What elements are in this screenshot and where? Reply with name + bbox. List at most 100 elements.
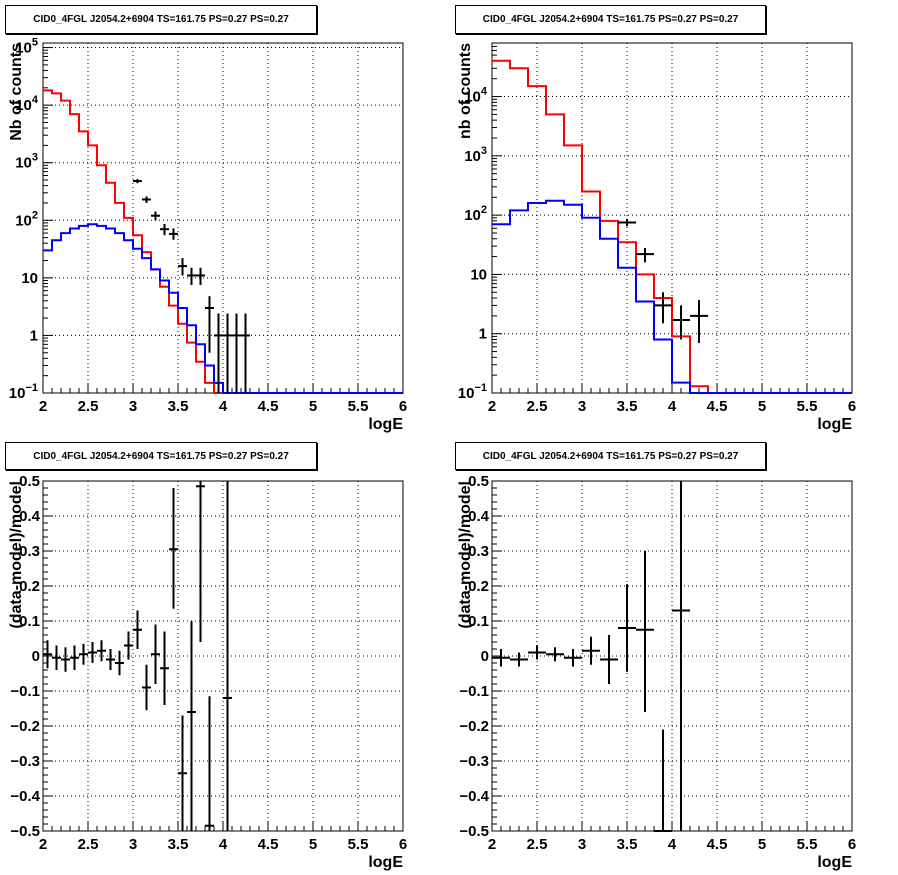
x-tick-label: 4 <box>219 836 228 853</box>
x-tick-label: 5.5 <box>348 398 369 415</box>
data-point <box>214 313 223 393</box>
x-tick-label: 4.5 <box>258 836 279 853</box>
y-tick-label: 103 <box>464 145 487 165</box>
x-tick-label: 4.5 <box>707 836 728 853</box>
data-point <box>196 267 205 286</box>
y-tick-label: 0.4 <box>468 508 490 525</box>
data-point <box>690 300 708 343</box>
chart-panel-2: 2 2.5 3 3.5 4 4.5 5 5.5 610−1110102103104logEnb … <box>457 42 856 433</box>
y-tick-label: 0.3 <box>468 543 489 560</box>
data-point <box>600 635 618 684</box>
x-tick-label: 5 <box>758 398 766 415</box>
x-axis-label: logE <box>817 416 852 433</box>
x-tick-label: 2 <box>39 398 47 415</box>
x-tick-label: 6 <box>399 398 407 415</box>
data-point <box>160 631 169 705</box>
model-source-line <box>43 223 403 394</box>
y-tick-label: 0.1 <box>19 613 40 630</box>
x-tick-label: 2 <box>488 836 496 853</box>
data-point <box>151 624 160 684</box>
y-tick-label: 0.2 <box>468 578 489 595</box>
y-tick-label: −0.3 <box>459 753 489 770</box>
data-point <box>133 610 142 649</box>
y-tick-label: 102 <box>15 209 38 229</box>
data-point <box>178 715 187 831</box>
data-point <box>151 211 160 221</box>
y-tick-label: −0.5 <box>10 823 40 840</box>
data-point <box>582 636 600 665</box>
y-tick-label: 0.2 <box>19 578 40 595</box>
y-axis-label: (data-model)/model <box>457 481 474 629</box>
y-tick-label: −0.4 <box>10 788 40 805</box>
y-axis-label: (data-model)/model <box>8 481 25 629</box>
y-tick-label: 0 <box>481 648 489 665</box>
data-point <box>636 247 654 263</box>
y-axis-label: Nb of counts <box>8 43 25 141</box>
data-point <box>187 621 196 831</box>
data-point <box>70 645 79 670</box>
data-point <box>160 224 169 236</box>
x-axis-label: logE <box>368 854 403 871</box>
data-point <box>169 228 178 240</box>
data-point <box>546 647 564 662</box>
x-tick-label: 6 <box>399 836 407 853</box>
x-tick-label: 3 <box>578 398 586 415</box>
x-tick-label: 2.5 <box>78 398 99 415</box>
data-point <box>178 258 187 276</box>
x-tick-label: 6 <box>848 398 856 415</box>
data-point <box>223 481 232 831</box>
y-tick-label: 0.5 <box>19 473 40 490</box>
y-tick-label: 0.3 <box>19 543 40 560</box>
data-point <box>232 313 241 393</box>
data-point <box>205 296 214 353</box>
y-tick-label: 0.4 <box>19 508 41 525</box>
x-tick-label: 5 <box>309 398 317 415</box>
y-tick-label: 0.1 <box>468 613 489 630</box>
x-tick-label: 6 <box>848 836 856 853</box>
x-tick-label: 4 <box>219 398 228 415</box>
data-point <box>241 313 250 393</box>
y-tick-label: 10−1 <box>9 382 38 402</box>
data-point <box>106 649 115 670</box>
panel-title: CID0_4FGL J2054.2+6904 TS=161.75 PS=0.27… <box>33 450 289 462</box>
title-box-top-left: CID0_4FGL J2054.2+6904 TS=161.75 PS=0.27… <box>5 5 317 34</box>
panel-title: CID0_4FGL J2054.2+6904 TS=161.75 PS=0.27… <box>482 14 739 25</box>
data-point <box>115 650 124 676</box>
y-tick-label: 10−1 <box>458 382 487 402</box>
x-tick-label: 3 <box>129 398 137 415</box>
x-tick-label: 5 <box>758 836 766 853</box>
data-point <box>654 729 672 832</box>
chart-panel-1: 2 2.5 3 3.5 4 4.5 5 5.5 610−1110102103104105logE… <box>8 37 407 433</box>
x-tick-label: 4.5 <box>707 398 728 415</box>
data-point <box>142 196 151 203</box>
data-point <box>169 488 178 609</box>
x-tick-label: 2 <box>39 836 47 853</box>
y-tick-label: 1 <box>30 327 38 344</box>
data-point <box>196 481 205 642</box>
x-tick-label: 2.5 <box>78 836 99 853</box>
title-box-bottom-right: CID0_4FGL J2054.2+6904 TS=161.75 PS=0.27… <box>455 442 766 470</box>
data-point <box>510 652 528 667</box>
x-tick-label: 3 <box>578 836 586 853</box>
title-box-top-right: CID0_4FGL J2054.2+6904 TS=161.75 PS=0.27… <box>455 5 766 34</box>
data-point <box>79 643 88 665</box>
data-point <box>564 649 582 667</box>
data-point <box>88 642 97 663</box>
y-tick-label: 1 <box>479 326 487 343</box>
x-tick-label: 3.5 <box>617 836 638 853</box>
data-point <box>654 292 672 324</box>
x-tick-label: 3 <box>129 836 137 853</box>
x-tick-label: 5.5 <box>797 398 818 415</box>
y-tick-label: −0.1 <box>10 683 40 700</box>
y-tick-label: 0 <box>32 648 40 665</box>
data-point <box>52 645 61 670</box>
x-tick-label: 4 <box>668 398 677 415</box>
data-point <box>528 645 546 660</box>
y-tick-label: 10 <box>21 270 38 287</box>
y-tick-label: −0.2 <box>459 718 489 735</box>
data-point <box>636 551 654 712</box>
x-axis-label: logE <box>817 854 852 871</box>
data-point <box>43 640 52 669</box>
x-tick-label: 3.5 <box>168 398 189 415</box>
